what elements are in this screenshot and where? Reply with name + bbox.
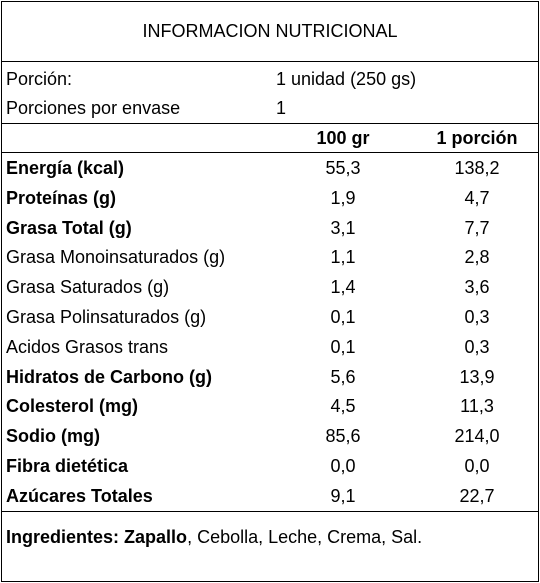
nutrient-label: Grasa Total (g)	[6, 218, 132, 238]
nutrient-label: Grasa Monoinsaturados (g)	[6, 247, 226, 267]
nutrient-value-portion: 7,7	[464, 218, 490, 238]
column-header-100gr: 100 gr	[316, 128, 370, 148]
portions-per-pack-value: 1	[276, 98, 287, 118]
divider	[2, 152, 538, 153]
table-title: INFORMACION NUTRICIONAL	[2, 2, 538, 62]
nutrient-value-portion: 3,6	[464, 277, 490, 297]
nutrient-value-portion: 214,0	[454, 426, 500, 446]
ingredients-line: Ingredientes: Zapallo, Cebolla, Leche, C…	[6, 527, 422, 548]
nutrient-label: Fibra dietética	[6, 456, 129, 476]
ingredients-label: Ingredientes:	[6, 527, 120, 547]
nutrient-label: Grasa Saturados (g)	[6, 277, 170, 297]
portion-value: 1 unidad (250 gs)	[276, 69, 417, 89]
divider	[2, 123, 538, 124]
nutrient-value-100gr: 9,1	[330, 486, 356, 506]
nutrient-label: Proteínas (g)	[6, 188, 117, 208]
nutrient-value-100gr: 1,1	[330, 247, 356, 267]
ingredients-rest: , Cebolla, Leche, Crema, Sal.	[187, 527, 423, 547]
nutrient-value-portion: 22,7	[459, 486, 495, 506]
nutrient-value-100gr: 0,0	[330, 456, 356, 476]
nutrient-value-100gr: 1,4	[330, 277, 356, 297]
nutrient-value-portion: 0,3	[464, 337, 490, 357]
nutrient-value-portion: 11,3	[460, 396, 494, 416]
nutrient-value-100gr: 5,6	[330, 367, 356, 387]
nutrient-value-100gr: 4,5	[330, 396, 356, 416]
nutrient-label: Colesterol (mg)	[6, 396, 139, 416]
portions-per-pack-label: Porciones por envase	[6, 98, 181, 118]
nutrient-value-portion: 2,8	[464, 247, 490, 267]
portion-label: Porción:	[6, 69, 73, 89]
nutrient-value-100gr: 85,6	[325, 426, 361, 446]
nutrient-value-portion: 13,9	[459, 367, 495, 387]
nutrient-value-portion: 0,0	[464, 456, 490, 476]
column-header-portion: 1 porción	[436, 128, 518, 148]
nutrient-value-100gr: 3,1	[330, 218, 356, 238]
nutrient-value-portion: 4,7	[464, 188, 490, 208]
nutrient-label: Energía (kcal)	[6, 158, 125, 178]
nutrient-label: Acidos Grasos trans	[6, 337, 169, 357]
nutrient-value-100gr: 55,3	[325, 158, 361, 178]
divider	[2, 511, 538, 512]
nutrient-value-100gr: 0,1	[330, 337, 356, 357]
nutrient-value-portion: 0,3	[464, 307, 490, 327]
nutrient-value-100gr: 0,1	[330, 307, 356, 327]
nutrient-label: Grasa Polinsaturados (g)	[6, 307, 207, 327]
nutrient-value-100gr: 1,9	[330, 188, 356, 208]
nutrient-label: Sodio (mg)	[6, 426, 100, 446]
nutrient-label: Azúcares Totales	[6, 486, 153, 506]
ingredients-highlight: Zapallo	[124, 527, 188, 547]
nutrient-label: Hidratos de Carbono (g)	[6, 367, 212, 387]
nutrient-value-portion: 138,2	[454, 158, 500, 178]
